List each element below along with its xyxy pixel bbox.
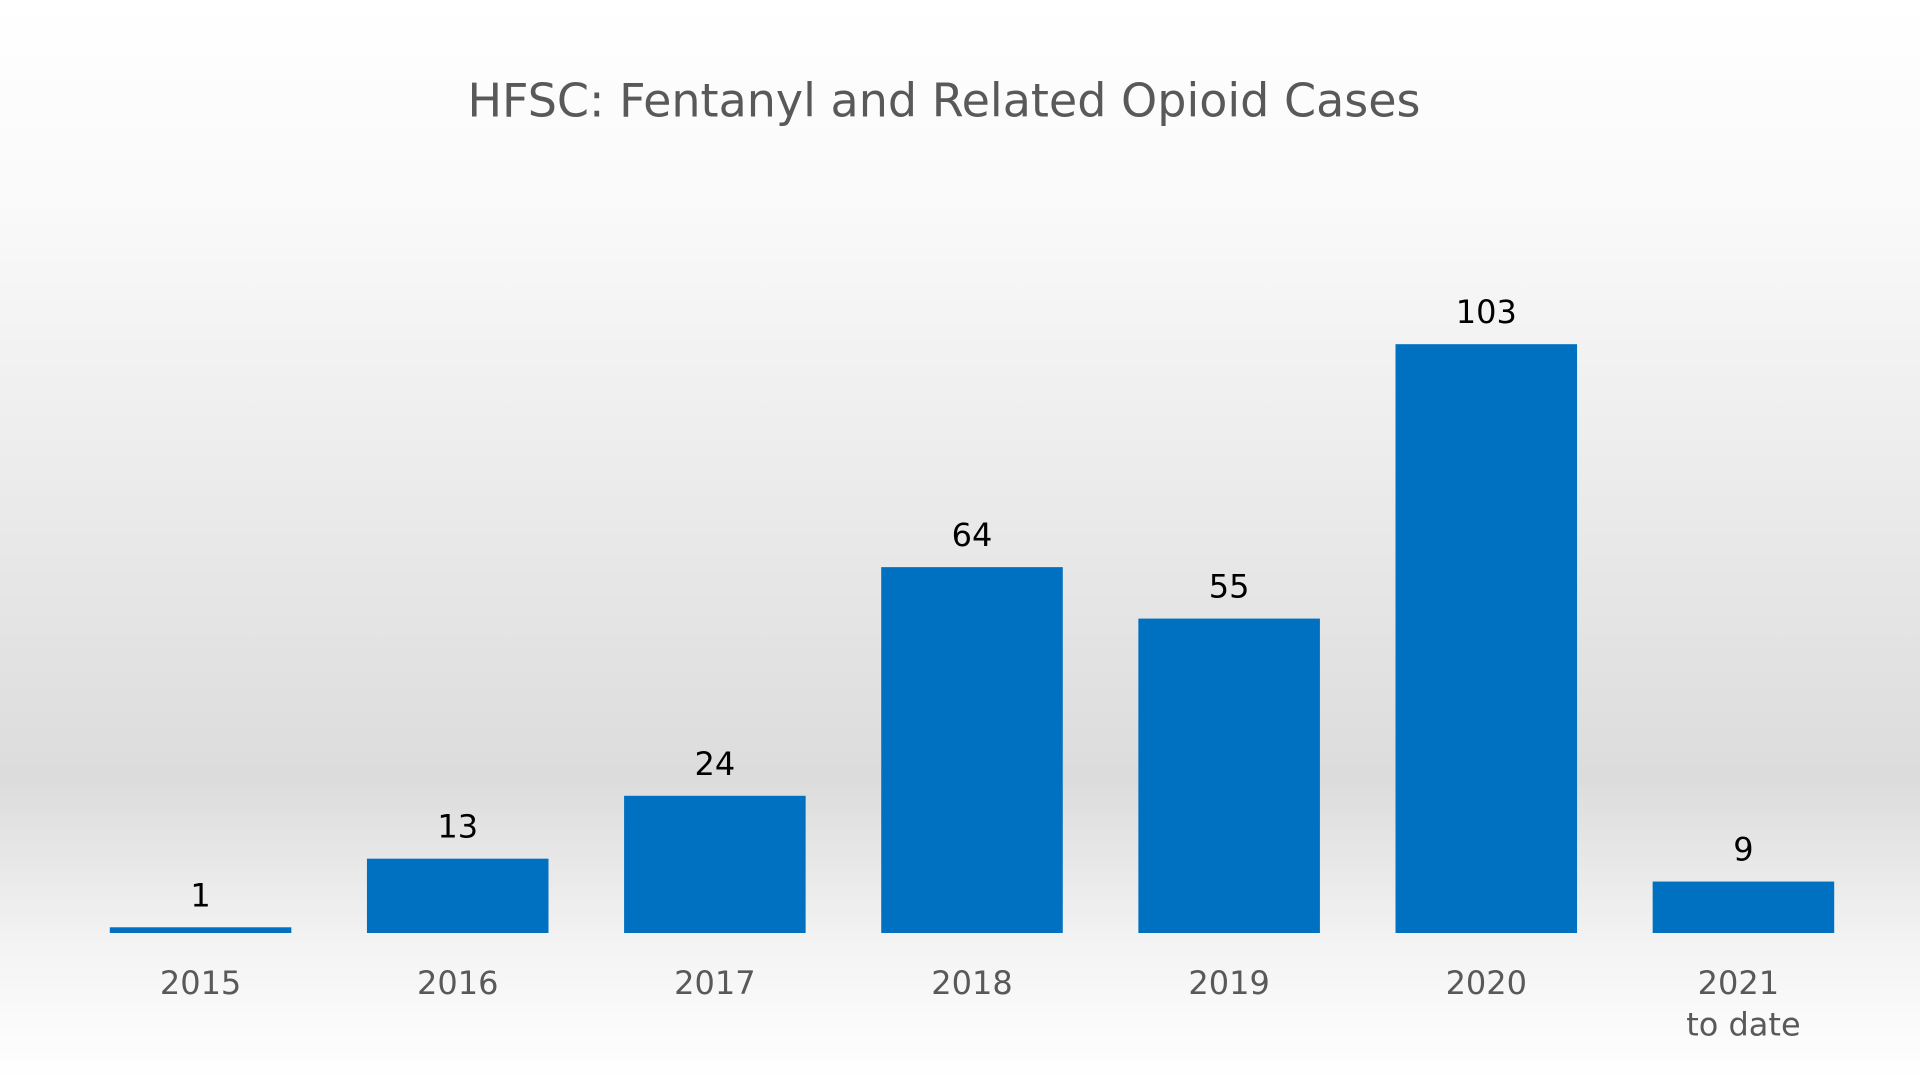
data-label: 103 <box>1456 293 1517 331</box>
x-tick-label: 2016 <box>417 964 498 1002</box>
bar <box>624 795 806 933</box>
x-tick-label: 2018 <box>931 964 1012 1002</box>
bar <box>881 567 1063 933</box>
data-label: 24 <box>694 745 735 783</box>
x-tick-label: 2021 to date <box>1686 964 1800 1044</box>
x-tick-label: 2017 <box>674 964 755 1002</box>
bar <box>366 858 549 933</box>
x-tick-label: 2019 <box>1188 964 1269 1002</box>
data-label: 1 <box>190 876 210 914</box>
bar <box>1395 344 1578 933</box>
bar <box>1652 881 1835 933</box>
x-tick-label: 2015 <box>160 964 241 1002</box>
data-label: 13 <box>437 808 478 846</box>
data-label: 9 <box>1733 831 1753 869</box>
x-tick-label: 2020 <box>1446 964 1527 1002</box>
bar <box>1138 618 1320 933</box>
data-label: 64 <box>952 516 993 554</box>
bar <box>109 927 292 933</box>
chart-title: HFSC: Fentanyl and Related Opioid Cases <box>467 74 1420 128</box>
data-label: 55 <box>1209 568 1250 606</box>
